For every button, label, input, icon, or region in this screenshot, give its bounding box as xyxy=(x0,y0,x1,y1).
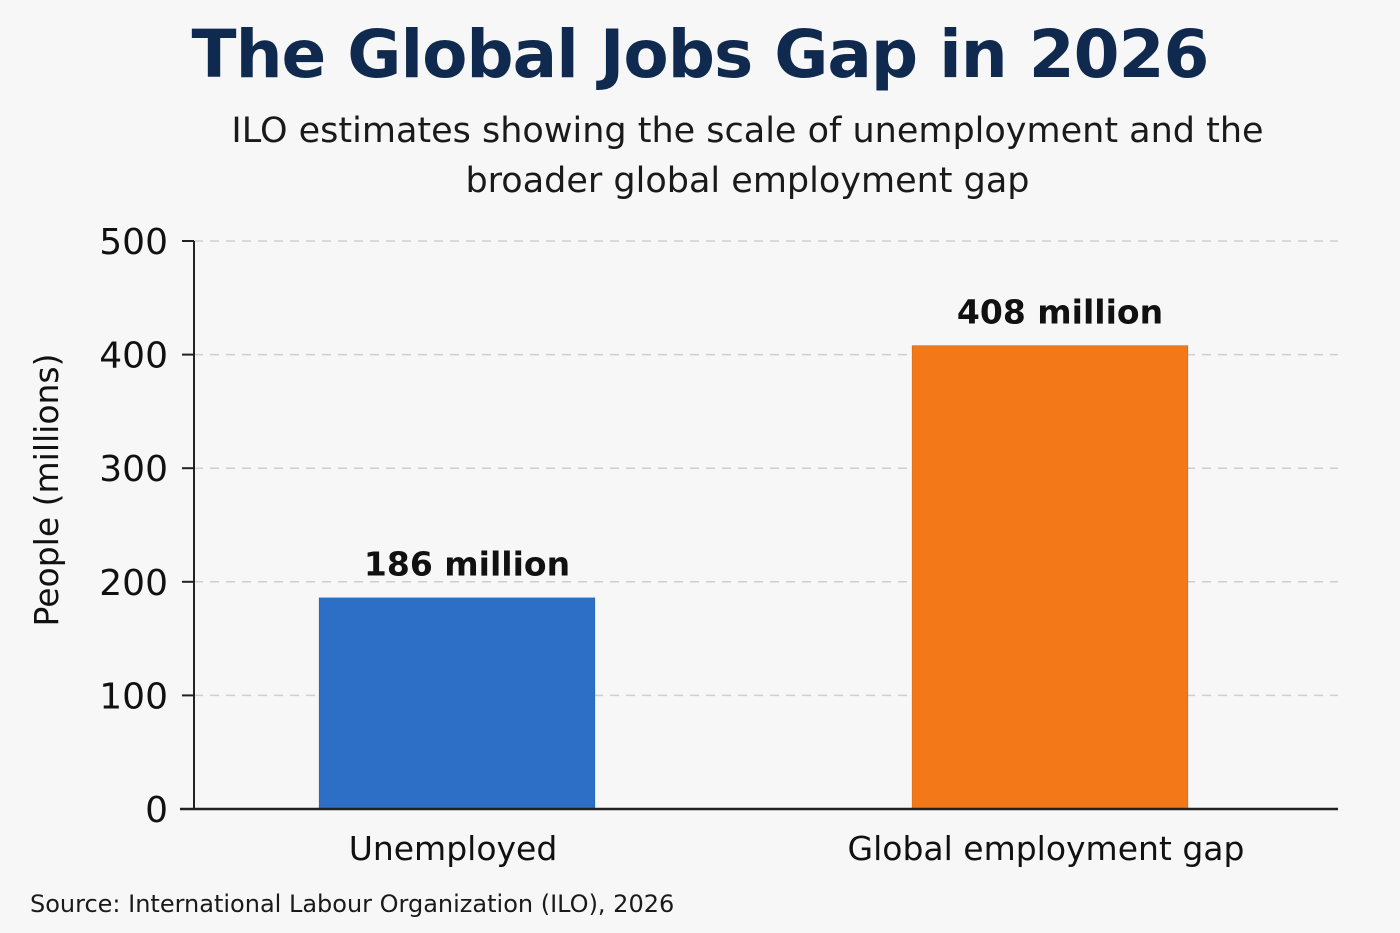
bars xyxy=(318,345,1189,810)
x-tick-labels: Unemployed Global employment gap xyxy=(349,829,1245,868)
axes xyxy=(180,241,1338,811)
chart-title: The Global Jobs Gap in 2026 xyxy=(191,16,1210,93)
bar-unemployed xyxy=(318,597,596,810)
chart-subtitle: ILO estimates showing the scale of unemp… xyxy=(231,111,1264,201)
y-tick-label: 100 xyxy=(99,676,168,717)
x-tick-label: Unemployed xyxy=(349,829,558,868)
x-tick-label: Global employment gap xyxy=(848,829,1245,868)
data-label: 186 million xyxy=(364,545,570,584)
y-tick-label: 500 xyxy=(99,222,168,263)
y-tick-label: 200 xyxy=(99,563,168,604)
y-tick-label: 300 xyxy=(99,449,168,490)
y-axis-title: People (millions) xyxy=(27,354,66,627)
data-label: 408 million xyxy=(957,293,1163,332)
y-tick-label: 0 xyxy=(145,790,168,831)
bar-global-employment-gap xyxy=(911,345,1189,810)
data-labels: 186 million 408 million xyxy=(364,293,1163,584)
source-note: Source: International Labour Organizatio… xyxy=(30,890,675,918)
y-tick-label: 400 xyxy=(99,336,168,377)
y-tick-labels: 0 100 200 300 400 500 xyxy=(99,222,194,831)
